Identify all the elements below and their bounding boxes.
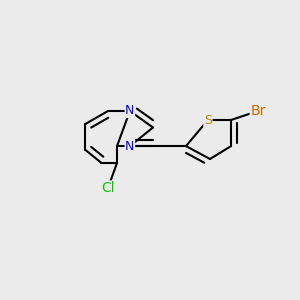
Text: Cl: Cl <box>101 181 115 195</box>
Text: N: N <box>125 140 135 153</box>
Text: S: S <box>204 113 212 127</box>
Text: Br: Br <box>250 104 266 118</box>
Text: N: N <box>125 104 135 118</box>
